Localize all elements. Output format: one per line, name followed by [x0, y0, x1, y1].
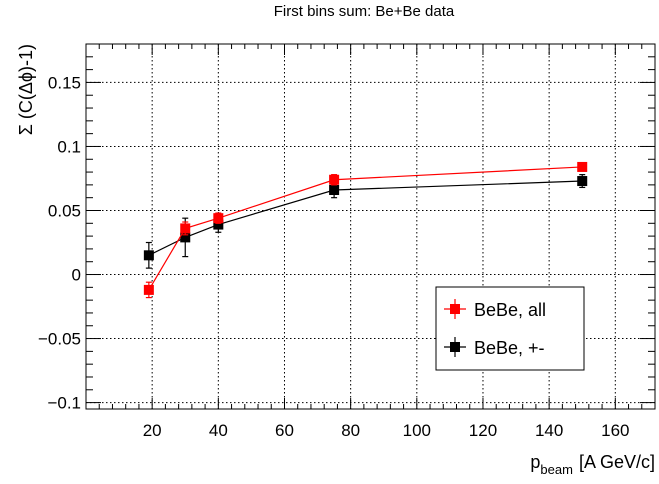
data-point — [180, 232, 191, 243]
legend-marker-all — [450, 304, 460, 314]
data-point — [143, 250, 154, 261]
x-tick-label: 100 — [403, 421, 431, 440]
x-axis-title-sub: beam — [540, 462, 573, 477]
x-tick-label: 80 — [341, 421, 360, 440]
data-point — [577, 176, 588, 187]
plot-frame — [85, 43, 656, 410]
y-tick-label: −0.05 — [38, 330, 81, 349]
x-tick-label: 20 — [143, 421, 162, 440]
legend-marker-pm — [450, 342, 460, 352]
data-point — [213, 213, 224, 224]
data-series — [143, 161, 588, 299]
data-point — [329, 174, 340, 185]
x-tick-label: 140 — [535, 421, 563, 440]
data-point — [180, 223, 191, 234]
y-tick-label: 0 — [72, 266, 81, 285]
axis-ticks — [86, 44, 655, 409]
data-point — [577, 161, 588, 172]
data-point — [143, 284, 154, 295]
x-tick-label: 120 — [469, 421, 497, 440]
y-tick-label: −0.1 — [47, 394, 81, 413]
legend: BeBe, all BeBe, +- — [435, 286, 585, 371]
x-tick-label: 40 — [209, 421, 228, 440]
y-tick-label: 0.1 — [57, 137, 81, 156]
legend-label-pm: BeBe, +- — [474, 338, 545, 358]
data-point — [213, 219, 224, 230]
x-axis-title: pbeam [A GeV/c] — [530, 452, 655, 477]
data-point — [329, 185, 340, 195]
y-axis-title: Σ (C(Δϕ)-1) — [16, 44, 36, 135]
x-tick-label: 60 — [275, 421, 294, 440]
x-axis-title-unit: [A GeV/c] — [579, 452, 655, 472]
legend-label-all: BeBe, all — [474, 300, 546, 320]
x-axis-title-main: p — [530, 452, 540, 472]
x-tick-label: 160 — [601, 421, 629, 440]
chart-title: First bins sum: Be+Be data — [274, 3, 455, 20]
legend-box — [435, 286, 585, 371]
tick-labels: 20 40 60 80 100 120 140 160 −0.1 −0.05 0 0.05 0.1 0.1… — [38, 73, 630, 440]
y-tick-label: 0.05 — [48, 201, 81, 220]
y-tick-label: 0.15 — [48, 73, 81, 92]
